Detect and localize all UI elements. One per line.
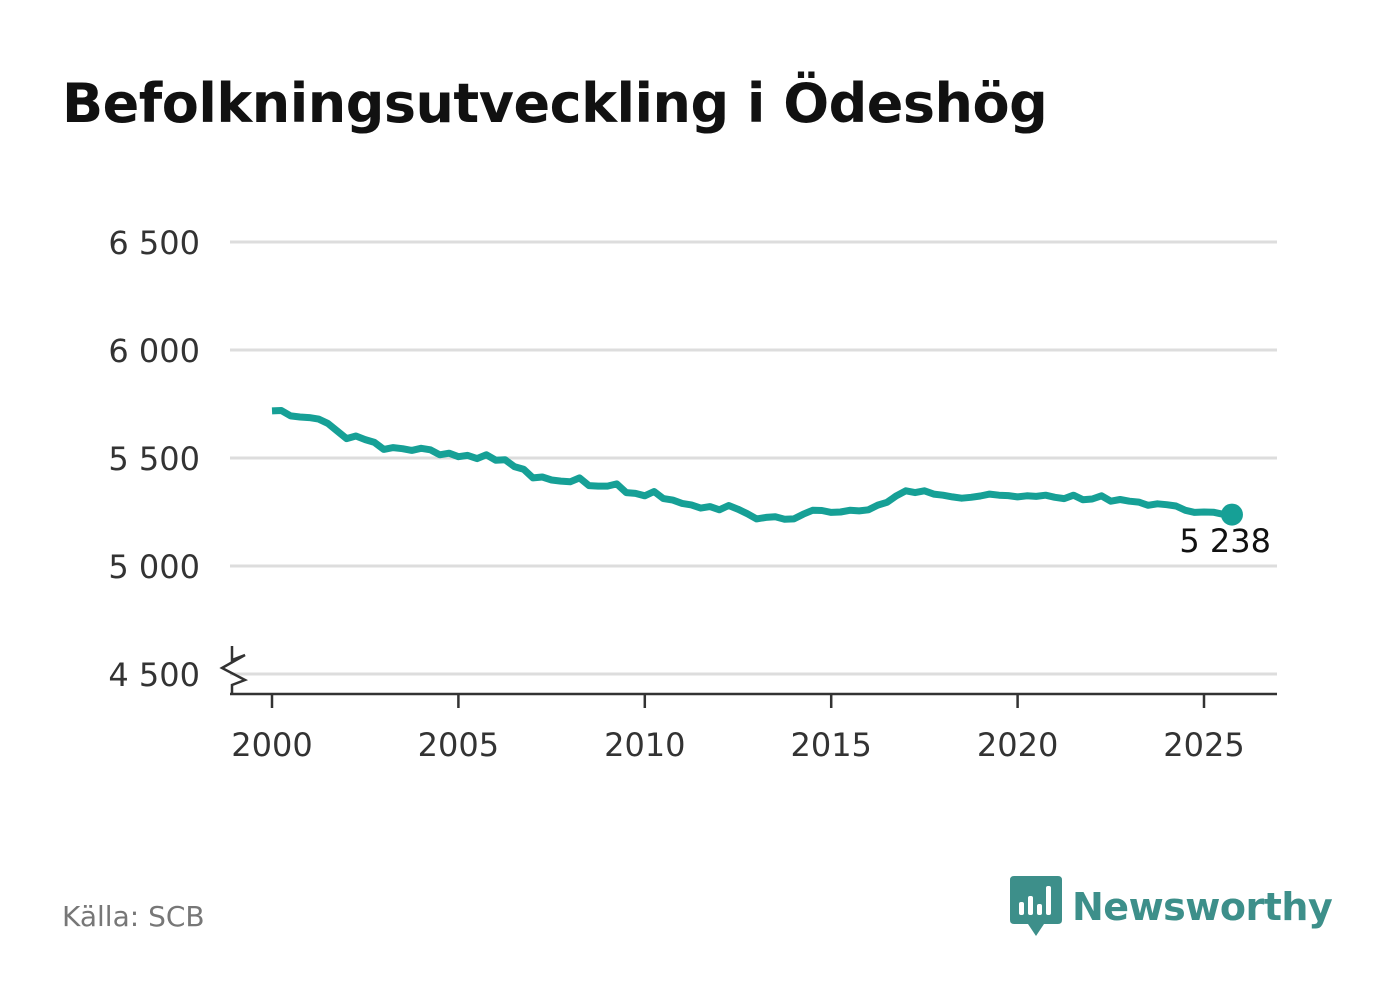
series-line xyxy=(271,407,1233,523)
y-tick-label: 4 500 xyxy=(108,656,200,694)
gridlines xyxy=(230,240,1277,676)
bar-chart-speech-bubble-icon xyxy=(1010,876,1062,936)
newsworthy-logo: Newsworthy xyxy=(1010,876,1333,938)
axis-break-icon xyxy=(219,646,249,694)
y-tick-label: 5 000 xyxy=(108,548,200,586)
x-tick-label: 2000 xyxy=(231,726,312,764)
x-tick-label: 2025 xyxy=(1163,726,1244,764)
axis-break-zigzag xyxy=(219,646,249,694)
end-point xyxy=(1220,503,1243,526)
end-marker: 5 238 xyxy=(1179,503,1271,560)
x-tick-label: 2015 xyxy=(790,726,871,764)
source-note: Källa: SCB xyxy=(62,900,205,933)
x-tick-label: 2010 xyxy=(604,726,685,764)
y-tick-label: 6 000 xyxy=(108,332,200,370)
x-tick-label: 2005 xyxy=(418,726,499,764)
y-axis-tick-labels: 4 500 5 000 5 500 6 000 6 500 xyxy=(108,224,200,694)
brand-name: Newsworthy xyxy=(1072,885,1333,929)
y-tick-label: 5 500 xyxy=(108,440,200,478)
series-lines xyxy=(271,407,1233,523)
x-axis: 2000 2005 2010 2015 2020 2025 xyxy=(230,692,1277,764)
chart-title: Befolkningsutveckling i Ödeshög xyxy=(62,72,1048,135)
y-tick-label: 6 500 xyxy=(108,224,200,262)
x-tick-label: 2020 xyxy=(977,726,1058,764)
end-value-label: 5 238 xyxy=(1179,522,1271,560)
